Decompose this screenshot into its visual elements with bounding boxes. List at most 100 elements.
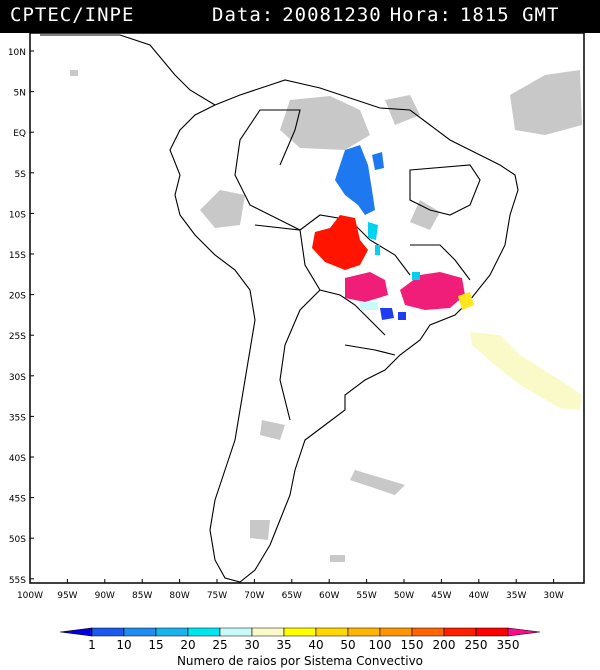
border-brazil-states-ne — [409, 164, 481, 216]
colorbar-tick-label: 250 — [465, 638, 488, 652]
lon-label: 50W — [394, 591, 414, 601]
system-blue-north — [335, 145, 375, 215]
date-value: 20081230 — [282, 4, 382, 26]
lat-label: 55S — [9, 576, 26, 586]
title-bar: CPTEC/INPE Data: 20081230 Hora: 1815 GMT — [0, 0, 600, 33]
lat-label: 40S — [9, 454, 26, 464]
system-cyan-1 — [368, 222, 378, 240]
colorbar-tick-label: 350 — [497, 638, 520, 652]
colorbar-swatch — [123, 627, 157, 637]
colorbar-swatch — [315, 627, 349, 637]
colorbar-tick-label: 50 — [340, 638, 355, 652]
lon-label: 40W — [469, 591, 489, 601]
border-bolivia-paraguay — [299, 229, 386, 336]
colorbar-swatch — [443, 627, 477, 637]
colorbar-swatch — [475, 627, 509, 637]
lat-label: 20S — [9, 292, 26, 302]
source-label: CPTEC/INPE — [10, 4, 135, 26]
border-argentina-uruguay — [344, 344, 396, 356]
south-america-coast — [169, 79, 519, 583]
lon-label: 55W — [356, 591, 376, 601]
lon-label: 70W — [244, 591, 264, 601]
lat-label: 30S — [9, 373, 26, 383]
colorbar-swatch — [347, 627, 381, 637]
colorbar-swatch — [219, 627, 253, 637]
time-value: 1815 GMT — [459, 4, 560, 26]
colorbar-tick-label: 200 — [433, 638, 456, 652]
lon-label: 45W — [431, 591, 451, 601]
lon-label: 85W — [132, 591, 152, 601]
lon-label: 95W — [57, 591, 77, 601]
colorbar-title: Numero de raios por Sistema Convectivo — [176, 654, 424, 668]
colorbar-tick-label: 20 — [180, 638, 195, 652]
system-cyan-2 — [375, 245, 380, 255]
colorbar-swatch — [379, 627, 413, 637]
coastlines — [40, 34, 519, 583]
border-brazil-states-se — [410, 244, 471, 281]
lat-label: 5N — [14, 89, 26, 99]
colorbar-tick-label: 10 — [116, 638, 131, 652]
datetime-label: Data: 20081230 Hora: 1815 GMT — [212, 4, 567, 26]
system-pale-cyan — [360, 302, 378, 310]
system-red — [312, 215, 368, 270]
colorbar-tick-label: 1 — [88, 638, 96, 652]
cloud-brazil-east — [410, 200, 440, 230]
colorbar-swatch — [251, 627, 285, 637]
lat-label: 15S — [9, 251, 26, 261]
central-america-coast — [40, 34, 216, 106]
colorbar-swatch — [507, 627, 541, 637]
lat-label: 10N — [8, 48, 26, 58]
convective-systems — [312, 145, 474, 320]
lon-label: 100W — [17, 591, 43, 601]
colorbar-tick-label: 25 — [212, 638, 227, 652]
colorbar-swatch — [59, 627, 93, 637]
system-pale-ocean — [470, 332, 582, 410]
lat-label: 25S — [9, 332, 26, 342]
lon-label: 90W — [95, 591, 115, 601]
lat-label: EQ — [13, 129, 26, 139]
colorbar-swatch — [155, 627, 189, 637]
colorbar-tick-label: 150 — [401, 638, 424, 652]
colorbar-swatch — [91, 627, 125, 637]
lightning-map: 10N5NEQ5S10S15S20S25S30S35S40S45S50S55S … — [8, 33, 585, 652]
border-argentina-chile — [279, 289, 321, 421]
cloud-argentina — [260, 420, 285, 440]
lon-label: 30W — [543, 591, 563, 601]
cloud-cover — [70, 70, 582, 562]
lon-label: 60W — [319, 591, 339, 601]
system-magenta-east — [400, 272, 465, 310]
system-blue-south-1 — [380, 308, 394, 320]
colorbar-tick-label: 35 — [276, 638, 291, 652]
lat-label: 50S — [9, 535, 26, 545]
colorbar-swatch — [187, 627, 221, 637]
date-label: Data: — [212, 4, 275, 26]
colorbar-swatch — [283, 627, 317, 637]
cloud-atlantic-ne — [510, 70, 582, 135]
colorbar-tick-label: 30 — [244, 638, 259, 652]
cloud-andes-south — [250, 520, 270, 540]
system-blue-small — [372, 152, 384, 170]
system-cyan-3 — [412, 272, 420, 280]
cloud-south — [330, 555, 345, 562]
longitude-axis: 100W 95W 90W 85W 80W 75W 70W 65W 60W 55W 50W 45W 40W… — [17, 579, 564, 601]
system-yellow — [458, 292, 474, 310]
system-magenta-west — [345, 272, 388, 302]
colorbar-tick-label: 100 — [369, 638, 392, 652]
lon-label: 65W — [282, 591, 302, 601]
cloud-pacific — [70, 70, 78, 76]
lon-label: 35W — [506, 591, 526, 601]
lat-label: 35S — [9, 413, 26, 423]
colorbar-tick-label: 40 — [308, 638, 323, 652]
cloud-patagonia-sea — [350, 470, 405, 495]
border-colombia-peru — [234, 109, 301, 231]
lat-label: 5S — [15, 170, 27, 180]
system-blue-south-2 — [398, 312, 406, 320]
lat-label: 45S — [9, 495, 26, 505]
lat-label: 10S — [9, 210, 26, 220]
lon-label: 75W — [207, 591, 227, 601]
time-label: Hora: — [389, 4, 452, 26]
latitude-axis: 10N 5N EQ 5S 10S 15S 20S 25S 30S 35S 40S 45S 50S 55S — [8, 48, 34, 586]
cloud-peru — [200, 190, 245, 228]
colorbar-swatch — [411, 627, 445, 637]
cloud-amazon — [280, 96, 370, 150]
